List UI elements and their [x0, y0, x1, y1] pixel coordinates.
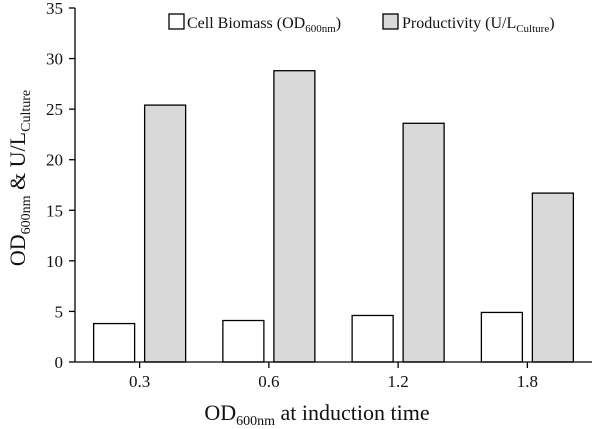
bars-group — [92, 70, 575, 363]
bar-productivity-0-6 — [273, 70, 316, 363]
bar-cell-biomass-0-6 — [222, 319, 265, 363]
y-tick-label: 10 — [46, 252, 63, 271]
y-tick-label: 15 — [46, 201, 63, 220]
y-ticks-group: 0 5 10 15 20 25 30 35 — [46, 0, 75, 372]
y-tick-label: 35 — [46, 0, 63, 18]
x-tick-label: 1.2 — [388, 372, 409, 391]
x-tick-label: 1.8 — [517, 372, 538, 391]
bar-productivity-0-3 — [143, 104, 187, 363]
legend-label-cell-biomass: Cell Biomass (OD600nm) — [187, 15, 341, 35]
x-tick-label: 0.6 — [258, 372, 279, 391]
legend-swatch-productivity — [382, 13, 399, 30]
legend-swatch-cell-biomass — [168, 13, 185, 30]
x-ticks-group: 0.3 0.6 1.2 1.8 — [129, 362, 538, 391]
y-tick-label: 20 — [46, 151, 63, 170]
y-axis-title: OD600nm & U/LCulture — [5, 90, 34, 266]
y-tick-label: 30 — [46, 50, 63, 69]
legend-label-productivity: Productivity (U/LCulture) — [402, 15, 555, 35]
axes-group — [74, 8, 592, 363]
bar-cell-biomass-1-2 — [351, 314, 394, 363]
bar-productivity-1-8 — [531, 192, 575, 363]
x-tick-label: 0.3 — [129, 372, 150, 391]
bar-productivity-1-2 — [402, 122, 445, 363]
y-tick-label: 5 — [55, 302, 64, 321]
y-tick-label: 0 — [55, 353, 64, 372]
bar-cell-biomass-0-3 — [92, 322, 136, 363]
y-tick-label: 25 — [46, 100, 63, 119]
bar-cell-biomass-1-8 — [480, 311, 524, 363]
x-axis-title: OD600nm at induction time — [204, 400, 429, 429]
legend: Cell Biomass (OD600nm) Productivity (U/L… — [168, 13, 555, 35]
